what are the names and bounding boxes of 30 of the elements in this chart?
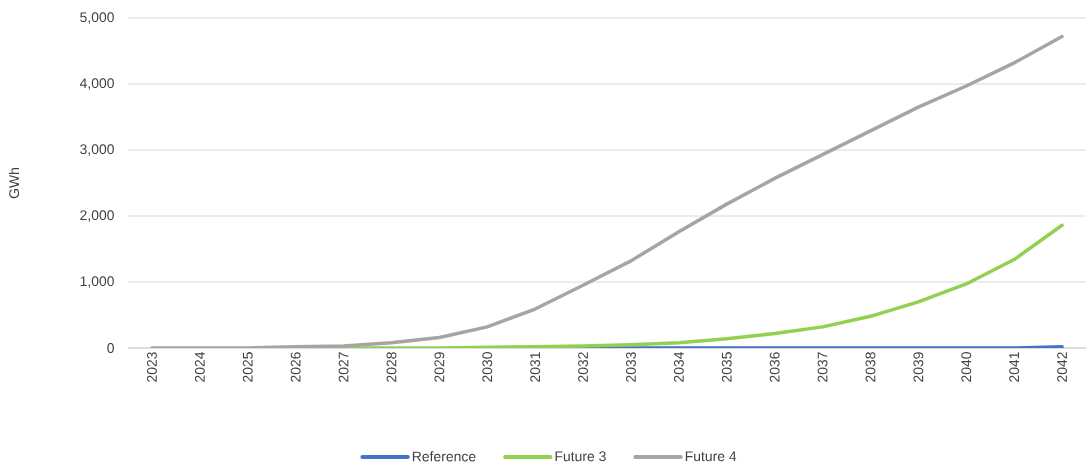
x-tick-label: 2042 xyxy=(1057,352,1067,382)
x-tick-label: 2034 xyxy=(673,351,684,382)
x-tick-label: 2027 xyxy=(338,352,349,382)
x-tick-label: 2037 xyxy=(817,352,828,382)
x-tick-label: 2041 xyxy=(1009,352,1020,382)
y-axis-title: GWh xyxy=(8,168,20,199)
x-tick-label: 2039 xyxy=(913,352,924,382)
x-tick-label: 2036 xyxy=(769,352,780,382)
y-tick-label: 1,000 xyxy=(80,276,114,288)
legend-label: Future 3 xyxy=(555,451,606,462)
x-tick-label: 2029 xyxy=(434,352,445,382)
x-tick-label: 2031 xyxy=(530,352,541,382)
x-tick-label: 2040 xyxy=(961,352,972,382)
legend-label: Reference xyxy=(412,451,476,462)
y-tick-label: 3,000 xyxy=(80,144,114,156)
x-tick-label: 2035 xyxy=(721,352,732,382)
x-tick-label: 2030 xyxy=(482,352,493,382)
x-tick-label: 2024 xyxy=(194,351,205,382)
legend-label: Future 4 xyxy=(685,451,737,462)
x-tick-label: 2032 xyxy=(578,352,588,382)
x-tick-label: 2038 xyxy=(865,352,876,382)
y-tick-label: 4,000 xyxy=(79,78,114,90)
y-tick-label: 2,000 xyxy=(80,210,114,222)
y-tick-label: 0 xyxy=(107,343,114,353)
x-tick-label: 2028 xyxy=(386,352,397,382)
x-tick-label: 2033 xyxy=(626,352,636,382)
x-tick-label: 2025 xyxy=(242,352,253,382)
x-tick-label: 2023 xyxy=(147,352,157,382)
y-tick-label: 5,000 xyxy=(80,12,114,24)
x-tick-label: 2026 xyxy=(290,352,301,382)
